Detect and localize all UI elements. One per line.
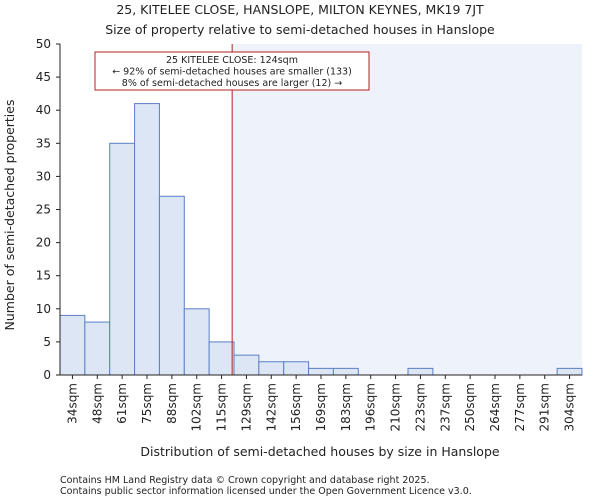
x-tick-label: 237sqm	[438, 383, 452, 431]
annotation-line-1: 25 KITELEE CLOSE: 124sqm	[166, 55, 298, 66]
annotation-box	[94, 51, 370, 91]
bar-129sqm	[233, 354, 260, 376]
x-tick-label: 115sqm	[215, 383, 229, 431]
x-tick-label: 48sqm	[90, 383, 104, 424]
footer-line-2: Contains public sector information licen…	[60, 486, 472, 497]
y-tick-label: 30	[36, 169, 51, 183]
x-tick-label: 61sqm	[115, 383, 129, 424]
larger-region	[232, 44, 582, 375]
x-tick-label: 183sqm	[339, 383, 353, 431]
bar-304sqm	[556, 367, 583, 376]
x-tick-label: 304sqm	[563, 383, 577, 431]
x-tick-label: 264sqm	[488, 383, 502, 431]
bar-75sqm	[134, 103, 160, 376]
x-tick-label: 223sqm	[413, 383, 427, 431]
annotation-line-2: ← 92% of semi-detached houses are smalle…	[112, 67, 352, 78]
x-tick-label: 210sqm	[389, 383, 403, 431]
x-tick-label: 129sqm	[239, 383, 253, 431]
x-tick-label: 88sqm	[165, 383, 179, 424]
bar-223sqm	[407, 367, 434, 376]
x-tick-label: 169sqm	[314, 383, 328, 431]
x-tick-label: 156sqm	[289, 383, 303, 431]
x-tick-label: 277sqm	[513, 383, 527, 431]
x-tick-label: 196sqm	[364, 383, 378, 431]
x-tick-label: 291sqm	[538, 383, 552, 431]
y-tick-label: 40	[36, 103, 51, 117]
footer-line-1: Contains HM Land Registry data © Crown c…	[60, 475, 430, 486]
chart-subtitle: Size of property relative to semi-detach…	[105, 22, 495, 37]
bar-102sqm	[183, 308, 210, 376]
y-tick-label: 10	[36, 302, 51, 316]
y-tick-label: 25	[36, 203, 51, 217]
x-tick-label: 75sqm	[140, 383, 154, 424]
y-tick-label: 45	[36, 70, 51, 84]
x-tick-label: 34sqm	[65, 383, 79, 424]
bar-142sqm	[258, 361, 285, 376]
bar-48sqm	[84, 321, 111, 376]
plot-area: 0 5 10 15 20 25 30 35 40 45 50 34sqm 48sqm 61sqm 75sqm…	[36, 37, 583, 431]
y-tick-label: 0	[43, 368, 51, 382]
annotation-line-3: 8% of semi-detached houses are larger (1…	[122, 78, 342, 89]
y-tick-label: 35	[36, 136, 51, 150]
bar-169sqm	[308, 367, 334, 376]
y-tick-label: 15	[36, 269, 51, 283]
x-tick-label: 250sqm	[463, 383, 477, 431]
bar-34sqm	[59, 314, 86, 376]
x-axis-label: Distribution of semi-detached houses by …	[140, 444, 499, 459]
bar-88sqm	[158, 195, 185, 376]
y-axis-label: Number of semi-detached properties	[2, 100, 17, 331]
x-tick-label: 142sqm	[264, 383, 278, 431]
y-tick-label: 5	[43, 335, 51, 349]
bar-115sqm	[208, 341, 235, 376]
bar-183sqm	[332, 367, 359, 376]
bar-61sqm	[109, 142, 136, 376]
chart-title: 25, KITELEE CLOSE, HANSLOPE, MILTON KEYN…	[116, 2, 484, 17]
y-tick-label: 50	[36, 37, 51, 51]
bar-156sqm	[283, 361, 310, 376]
x-tick-label: 102sqm	[190, 383, 204, 431]
y-tick-label: 20	[36, 236, 51, 250]
